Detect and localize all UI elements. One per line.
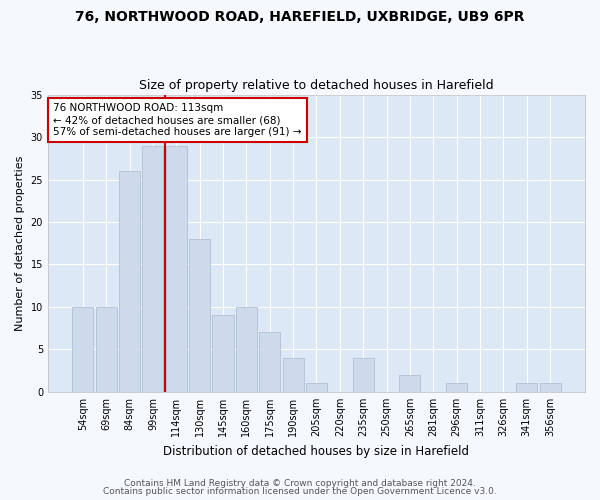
Bar <box>212 316 233 392</box>
Title: Size of property relative to detached houses in Harefield: Size of property relative to detached ho… <box>139 79 494 92</box>
Text: 76, NORTHWOOD ROAD, HAREFIELD, UXBRIDGE, UB9 6PR: 76, NORTHWOOD ROAD, HAREFIELD, UXBRIDGE,… <box>75 10 525 24</box>
Bar <box>283 358 304 392</box>
Bar <box>73 307 94 392</box>
Bar <box>400 375 421 392</box>
Bar <box>95 307 117 392</box>
Bar <box>539 384 560 392</box>
Bar <box>142 146 163 392</box>
Bar <box>353 358 374 392</box>
Bar <box>306 384 327 392</box>
Bar <box>119 171 140 392</box>
Bar <box>259 332 280 392</box>
Bar <box>166 146 187 392</box>
Bar <box>516 384 537 392</box>
Bar <box>189 239 210 392</box>
Bar <box>446 384 467 392</box>
Text: 76 NORTHWOOD ROAD: 113sqm
← 42% of detached houses are smaller (68)
57% of semi-: 76 NORTHWOOD ROAD: 113sqm ← 42% of detac… <box>53 104 302 136</box>
Y-axis label: Number of detached properties: Number of detached properties <box>15 156 25 331</box>
Text: Contains public sector information licensed under the Open Government Licence v3: Contains public sector information licen… <box>103 487 497 496</box>
Bar <box>236 307 257 392</box>
X-axis label: Distribution of detached houses by size in Harefield: Distribution of detached houses by size … <box>163 444 469 458</box>
Text: Contains HM Land Registry data © Crown copyright and database right 2024.: Contains HM Land Registry data © Crown c… <box>124 478 476 488</box>
